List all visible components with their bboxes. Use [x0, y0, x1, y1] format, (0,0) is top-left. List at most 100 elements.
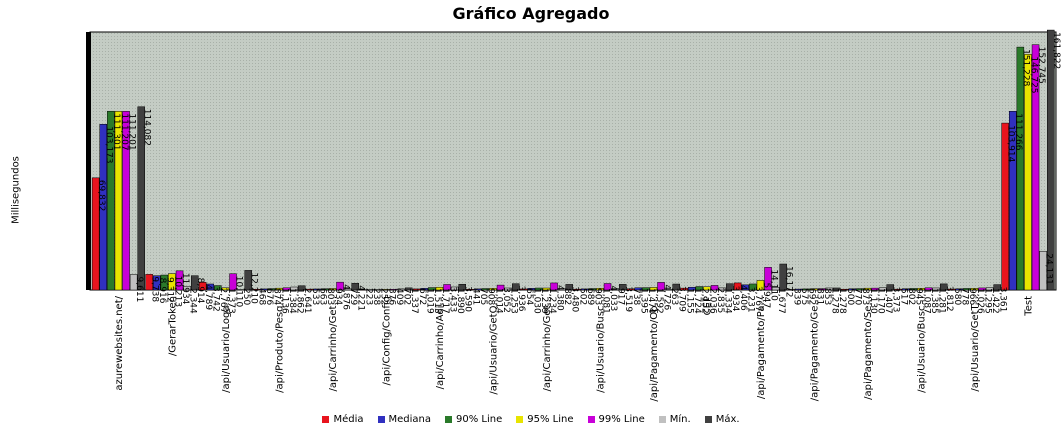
bar	[917, 288, 925, 291]
value-label: 1,030	[532, 288, 542, 314]
value-label: 1,474	[646, 288, 656, 314]
value-label: 250	[241, 288, 251, 305]
bar	[389, 289, 398, 291]
legend-item: 90% Line	[445, 414, 502, 425]
value-label: 1,724	[692, 288, 702, 314]
value-label: 580	[952, 288, 962, 305]
value-label: 3,052	[501, 287, 511, 313]
bar	[871, 287, 879, 291]
value-label: 11,934	[180, 273, 190, 305]
x-tick-label: /GerarToken	[167, 296, 178, 356]
bar	[267, 288, 276, 291]
x-tick-label: /api/Usuario/Busc...	[595, 296, 606, 393]
bar	[863, 287, 872, 291]
bar	[260, 288, 268, 291]
bar	[642, 287, 650, 291]
bar	[985, 287, 994, 291]
value-label: 1,422	[990, 288, 1000, 314]
value-label: 1,136	[279, 288, 289, 314]
bar	[313, 288, 321, 291]
value-label: 4,789	[203, 284, 213, 310]
value-label: 151,228	[1021, 49, 1031, 86]
bar	[282, 287, 291, 291]
legend-label: Média	[333, 414, 364, 425]
value-label: 3,480	[570, 286, 580, 312]
x-tick-label: /api/Carrinho/Get...	[328, 296, 339, 391]
legend-item: Mín.	[658, 414, 691, 425]
value-label: 1,170	[875, 288, 885, 314]
bar	[825, 287, 833, 291]
bar	[726, 283, 734, 291]
bar	[244, 270, 252, 291]
legend: Média Mediana 90% Line 95% Line 99% Line Mín.…	[0, 414, 1062, 425]
value-label: 1,513	[432, 288, 442, 314]
bar	[1009, 111, 1017, 291]
bar	[114, 111, 123, 291]
bar	[894, 288, 902, 291]
value-label: 152,745	[1036, 47, 1046, 84]
value-label: 1,334	[722, 288, 732, 314]
bar	[129, 274, 138, 291]
value-label: 3,936	[516, 286, 526, 312]
value-label: 2,641	[302, 288, 312, 314]
y-axis-bar	[86, 32, 91, 290]
x-tick-label: /api/Carrinho/Adi...	[435, 296, 446, 389]
bar	[557, 288, 566, 291]
value-label: 802	[906, 288, 916, 305]
bar	[741, 284, 749, 291]
value-label: 16,172	[784, 266, 794, 298]
value-label: 1,253	[508, 288, 518, 314]
legend-swatch	[516, 416, 524, 423]
value-label: 3,742	[211, 286, 221, 312]
bar	[955, 288, 963, 291]
bar	[710, 285, 719, 291]
x-tick-label: /api/Carrinho/Get...	[542, 296, 553, 391]
bar	[374, 289, 383, 291]
value-label: 1,407	[883, 288, 893, 314]
chart-title: Gráfico Agregado	[452, 4, 610, 23]
value-label: 702	[401, 288, 411, 305]
value-label: 1,717	[440, 288, 450, 314]
value-label: 441	[470, 288, 480, 305]
value-label: 3,361	[998, 287, 1008, 313]
bar	[405, 287, 413, 291]
value-label: 1,281	[936, 288, 946, 314]
value-label: 4,380	[554, 285, 564, 311]
value-label: 4,726	[661, 284, 671, 310]
legend-item: Máx.	[704, 414, 740, 425]
value-label: 831	[814, 288, 824, 305]
value-label: 705	[478, 288, 488, 305]
x-tick-label: /api/Usuario/Loga...	[221, 296, 232, 393]
value-label: 9,611	[134, 277, 144, 303]
value-label: 10,213	[172, 276, 182, 308]
bar	[634, 287, 642, 291]
x-tick-label: /api/Pagamento/Ge...	[809, 296, 820, 401]
value-label: 3,767	[753, 286, 763, 312]
value-label: 1,087	[921, 288, 931, 314]
bar	[252, 289, 260, 291]
legend-swatch	[587, 416, 595, 423]
value-label: 1,395	[639, 288, 649, 314]
bar	[504, 287, 512, 291]
value-label: 111,266	[1013, 113, 1023, 150]
bar	[481, 288, 490, 291]
value-label: 252	[379, 288, 389, 305]
bar	[535, 287, 543, 291]
value-label: 238	[371, 288, 381, 305]
value-label: 3,934	[730, 286, 740, 312]
value-label: 1,337	[409, 288, 419, 314]
bar	[771, 287, 780, 291]
bar	[298, 285, 306, 291]
bar	[107, 110, 115, 291]
bar	[382, 289, 390, 291]
bar	[611, 288, 619, 291]
bar	[886, 284, 894, 291]
value-label: 654	[524, 288, 534, 305]
value-label: 114,082	[142, 109, 152, 146]
value-label: 111,207	[119, 113, 129, 150]
value-label: 1,278	[829, 288, 839, 314]
value-label: 908	[486, 288, 496, 305]
legend-item: Mediana	[377, 414, 431, 425]
bar	[122, 111, 130, 291]
